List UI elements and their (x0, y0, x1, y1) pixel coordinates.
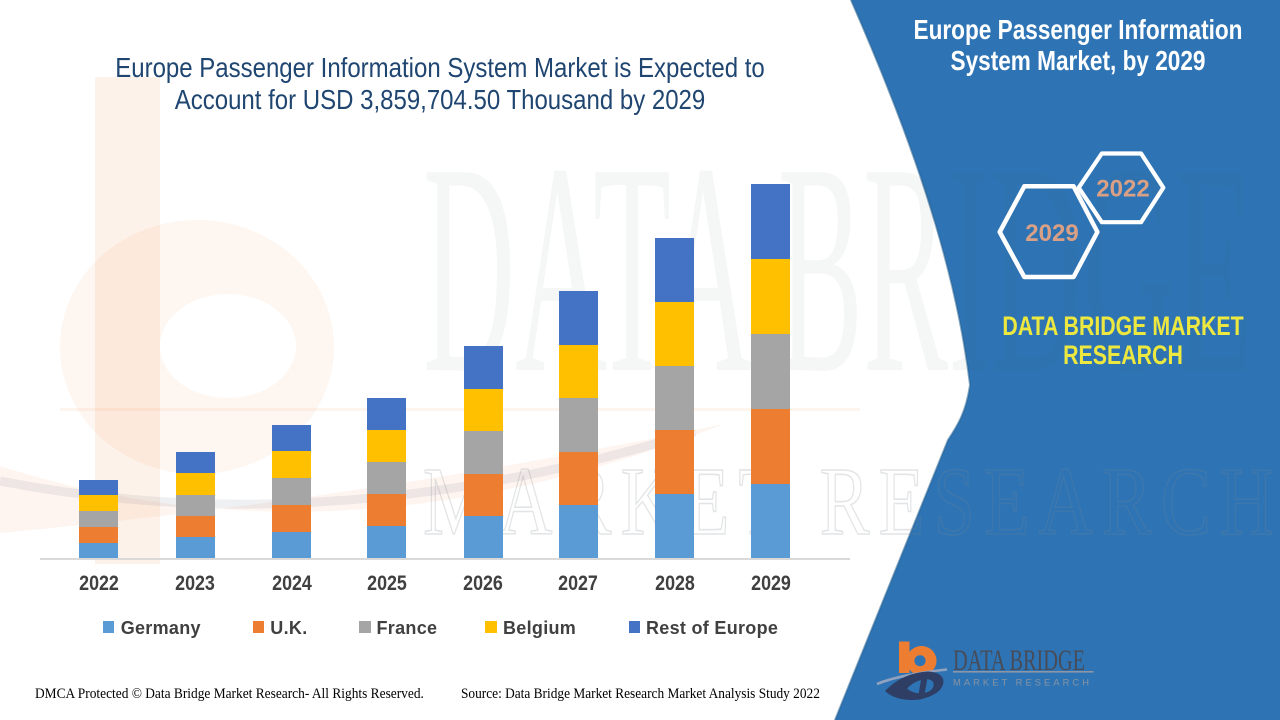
svg-text:2029: 2029 (1025, 220, 1078, 247)
svg-text:MARKET RESEARCH: MARKET RESEARCH (423, 448, 1280, 556)
svg-text:MARKET RESEARCH: MARKET RESEARCH (953, 678, 1092, 688)
svg-text:2022: 2022 (1096, 176, 1149, 203)
